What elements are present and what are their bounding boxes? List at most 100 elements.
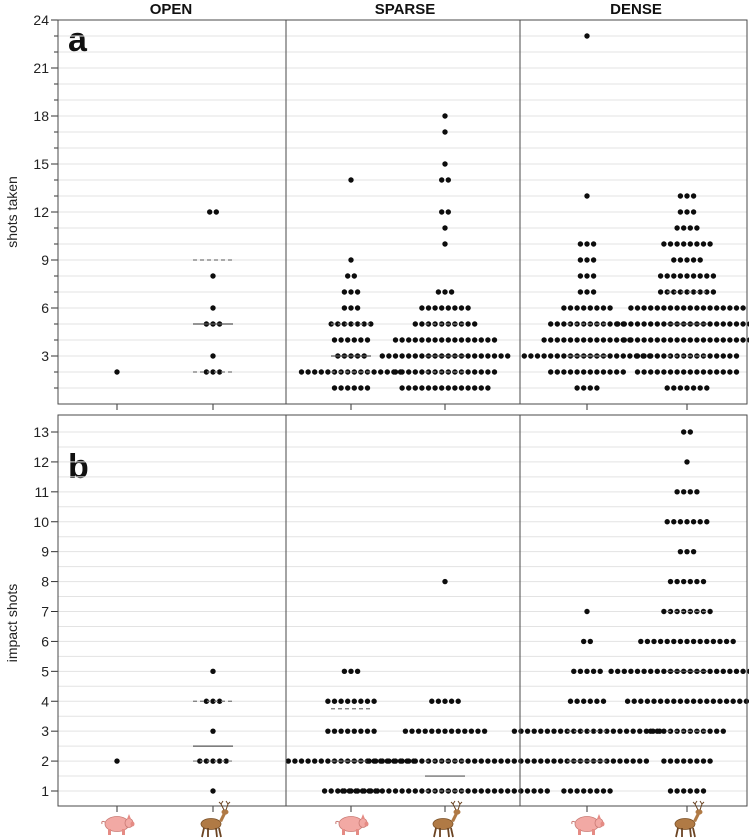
data-point <box>700 788 707 794</box>
data-point <box>491 353 498 359</box>
data-point <box>684 698 690 704</box>
data-point <box>720 728 726 734</box>
data-point <box>567 305 574 311</box>
data-point <box>386 758 392 764</box>
data-point <box>707 241 713 247</box>
data-point <box>681 305 687 311</box>
data-point <box>694 369 700 375</box>
data-point <box>548 321 554 327</box>
data-point <box>412 337 418 343</box>
data-point <box>654 369 660 375</box>
y-tick-label: 9 <box>41 252 49 268</box>
data-point <box>587 698 593 704</box>
data-point <box>677 519 684 525</box>
data-point <box>707 337 713 343</box>
data-point <box>690 193 697 199</box>
data-point <box>648 305 654 311</box>
data-point <box>341 289 348 295</box>
data-point <box>621 337 627 343</box>
data-point <box>472 788 478 794</box>
data-point <box>392 758 399 764</box>
data-point <box>571 668 577 675</box>
data-point <box>671 385 677 391</box>
data-point <box>485 337 491 343</box>
data-point <box>681 225 687 231</box>
data-point <box>677 385 684 391</box>
data-point <box>445 177 451 183</box>
data-point <box>733 321 740 327</box>
data-point <box>419 369 425 375</box>
column-title-open: OPEN <box>150 1 193 18</box>
data-point <box>664 385 670 391</box>
data-point <box>338 728 344 734</box>
data-point <box>216 698 223 704</box>
data-point <box>677 273 684 279</box>
data-point <box>458 385 465 391</box>
data-point <box>637 728 643 734</box>
data-point <box>677 193 684 199</box>
data-point <box>197 758 203 764</box>
data-point <box>714 353 720 359</box>
data-point <box>740 668 746 675</box>
data-point <box>524 758 531 764</box>
data-point <box>412 321 418 327</box>
data-point <box>366 758 372 764</box>
data-point <box>406 369 412 375</box>
data-point <box>425 305 432 311</box>
data-point <box>634 321 641 327</box>
data-point <box>348 305 354 311</box>
data-point <box>648 353 654 359</box>
data-point <box>617 728 623 734</box>
y-tick-label: 5 <box>41 663 49 679</box>
data-point <box>452 337 458 343</box>
data-point <box>717 698 723 704</box>
data-point <box>720 321 726 327</box>
data-point <box>597 668 603 675</box>
data-point <box>312 369 318 375</box>
data-point <box>351 337 357 343</box>
data-point <box>674 578 680 585</box>
data-point <box>657 698 664 704</box>
data-point <box>371 728 377 734</box>
data-point <box>604 728 610 734</box>
data-point <box>435 698 442 704</box>
data-point <box>442 578 448 585</box>
data-point <box>733 353 740 359</box>
data-point <box>305 369 311 375</box>
data-point <box>518 788 524 794</box>
data-point <box>727 369 733 375</box>
data-point <box>694 337 700 343</box>
data-point <box>551 728 557 734</box>
data-point <box>379 788 385 794</box>
data-point <box>690 209 697 215</box>
data-point <box>561 788 567 794</box>
data-point <box>577 273 584 279</box>
y-tick-label: 10 <box>33 514 49 530</box>
data-point <box>574 369 580 375</box>
data-point <box>485 369 491 375</box>
data-point <box>472 369 478 375</box>
data-point <box>581 305 587 311</box>
data-point <box>448 289 455 295</box>
data-point <box>608 668 614 675</box>
data-point <box>354 668 361 675</box>
data-point <box>697 698 703 704</box>
data-point <box>210 728 216 734</box>
data-point <box>442 241 448 247</box>
data-point <box>687 788 693 794</box>
data-point <box>657 289 664 295</box>
data-point <box>654 305 660 311</box>
data-point <box>442 289 448 295</box>
data-point <box>392 788 399 794</box>
data-point <box>210 305 216 311</box>
data-point <box>720 369 726 375</box>
data-point <box>707 321 713 327</box>
data-point <box>341 321 348 327</box>
data-point <box>392 337 399 343</box>
data-point <box>399 353 405 359</box>
data-point <box>541 337 547 343</box>
data-point <box>684 519 690 525</box>
data-point <box>630 758 636 764</box>
data-point <box>617 758 623 764</box>
data-point <box>694 305 700 311</box>
